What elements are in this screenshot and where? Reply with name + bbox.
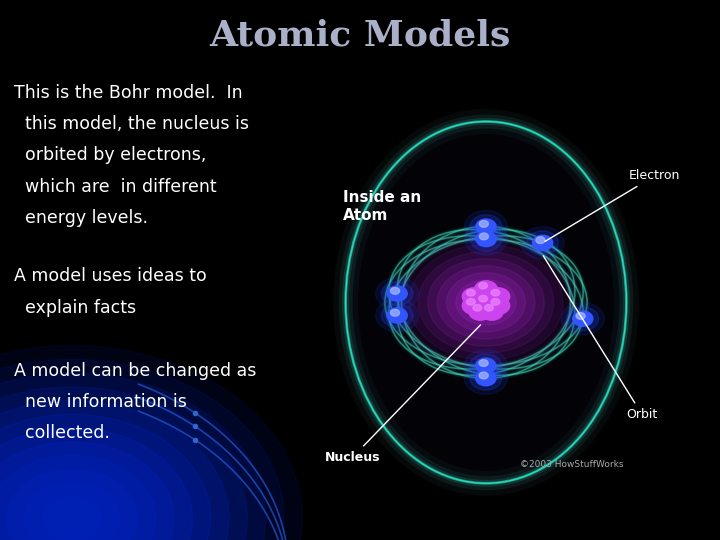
Circle shape — [446, 273, 526, 332]
Text: which are  in different: which are in different — [14, 178, 217, 195]
Circle shape — [527, 231, 559, 255]
Text: ©2003 HowStuffWorks: ©2003 HowStuffWorks — [520, 460, 624, 469]
Circle shape — [464, 211, 508, 243]
Circle shape — [480, 303, 503, 320]
Circle shape — [0, 414, 211, 540]
Circle shape — [467, 299, 475, 305]
Circle shape — [561, 302, 604, 335]
Circle shape — [390, 287, 400, 294]
Circle shape — [376, 278, 419, 310]
Circle shape — [464, 349, 508, 382]
Circle shape — [467, 289, 475, 296]
Circle shape — [437, 266, 535, 339]
Circle shape — [390, 309, 400, 316]
Text: A model uses ideas to: A model uses ideas to — [14, 267, 207, 285]
Circle shape — [476, 219, 496, 234]
Circle shape — [409, 245, 563, 360]
Text: Electron: Electron — [545, 169, 680, 241]
Circle shape — [387, 286, 408, 301]
Circle shape — [480, 372, 488, 379]
Circle shape — [0, 456, 156, 540]
Circle shape — [470, 215, 502, 239]
Circle shape — [0, 428, 192, 540]
Circle shape — [480, 233, 488, 240]
Circle shape — [470, 366, 502, 390]
Text: Inside an
Atom: Inside an Atom — [343, 190, 421, 222]
Circle shape — [473, 305, 482, 311]
Circle shape — [418, 252, 554, 353]
Circle shape — [474, 281, 498, 298]
Text: Nucleus: Nucleus — [325, 325, 480, 464]
Text: Atomic Models: Atomic Models — [210, 19, 510, 53]
Circle shape — [462, 288, 485, 305]
Circle shape — [479, 282, 487, 289]
Circle shape — [382, 282, 413, 306]
Circle shape — [485, 305, 493, 311]
Circle shape — [456, 280, 516, 325]
Circle shape — [25, 483, 119, 540]
Text: this model, the nucleus is: this model, the nucleus is — [14, 115, 249, 133]
Circle shape — [567, 307, 598, 330]
Text: collected.: collected. — [14, 424, 110, 442]
Text: new information is: new information is — [14, 393, 187, 411]
Circle shape — [43, 497, 101, 540]
Circle shape — [536, 237, 545, 244]
Circle shape — [0, 387, 248, 540]
Circle shape — [479, 360, 488, 367]
Circle shape — [491, 299, 500, 305]
Circle shape — [0, 373, 266, 540]
Text: energy levels.: energy levels. — [14, 209, 148, 227]
Circle shape — [476, 358, 496, 373]
Circle shape — [480, 220, 488, 227]
Circle shape — [376, 299, 419, 332]
Circle shape — [533, 235, 553, 251]
Text: Orbit: Orbit — [543, 256, 657, 421]
Circle shape — [476, 370, 496, 386]
Circle shape — [6, 469, 138, 540]
Circle shape — [576, 313, 585, 319]
Circle shape — [382, 303, 413, 327]
Circle shape — [464, 223, 508, 255]
Circle shape — [469, 303, 492, 320]
Circle shape — [0, 442, 174, 540]
Text: This is the Bohr model.  In: This is the Bohr model. In — [14, 84, 243, 102]
Circle shape — [428, 259, 544, 346]
Circle shape — [476, 232, 496, 247]
Text: A model can be changed as: A model can be changed as — [14, 362, 257, 380]
Circle shape — [0, 359, 284, 540]
Circle shape — [464, 362, 508, 394]
Circle shape — [487, 297, 510, 314]
Circle shape — [491, 289, 500, 296]
Circle shape — [462, 297, 485, 314]
Circle shape — [470, 227, 502, 251]
Text: orbited by electrons,: orbited by electrons, — [14, 146, 207, 164]
Circle shape — [387, 308, 408, 323]
Text: explain facts: explain facts — [14, 299, 137, 316]
Circle shape — [479, 295, 487, 302]
Circle shape — [572, 311, 593, 326]
Circle shape — [487, 288, 510, 305]
Ellipse shape — [350, 127, 622, 478]
Circle shape — [400, 238, 572, 367]
Circle shape — [474, 294, 498, 311]
Circle shape — [0, 401, 229, 540]
Circle shape — [521, 227, 564, 259]
Circle shape — [470, 354, 502, 377]
Circle shape — [0, 346, 302, 540]
